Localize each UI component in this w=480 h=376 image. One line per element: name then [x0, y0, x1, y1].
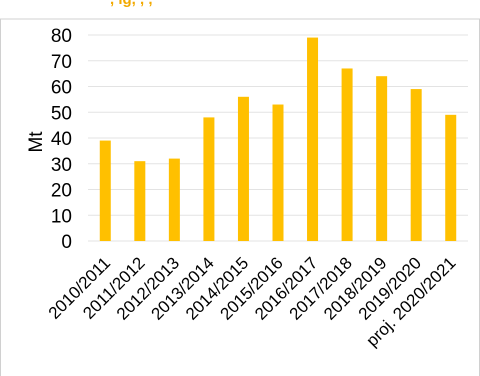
y-axis-ticks: 0 10 20 30 40 50 60 70 80: [51, 26, 72, 253]
y-tick-label: 50: [51, 103, 72, 124]
bar: [410, 89, 422, 241]
bar: [203, 117, 215, 241]
y-tick-label: 10: [51, 206, 72, 227]
bar: [307, 37, 319, 242]
y-tick-label: 70: [51, 52, 72, 73]
y-tick-label: 20: [51, 181, 72, 202]
bar: [341, 68, 353, 241]
y-axis-label: Mt: [26, 131, 47, 153]
bar: [445, 114, 457, 241]
bar: [272, 104, 284, 242]
x-axis-ticks: 2010/20112011/20122012/20132013/20142014…: [45, 253, 460, 350]
cropped-title: , ig, , ,: [110, 0, 153, 8]
bar: [376, 76, 388, 241]
bar: [99, 140, 111, 241]
bar: [237, 96, 249, 241]
y-tick-label: 40: [51, 129, 72, 150]
y-tick-label: 60: [51, 78, 72, 99]
y-tick-label: 80: [51, 26, 72, 47]
bar: [134, 161, 146, 241]
bars: [99, 37, 457, 242]
gridlines: [88, 34, 468, 242]
y-tick-label: 30: [51, 155, 72, 176]
y-tick-label: 0: [61, 232, 72, 253]
bar: [168, 158, 180, 241]
